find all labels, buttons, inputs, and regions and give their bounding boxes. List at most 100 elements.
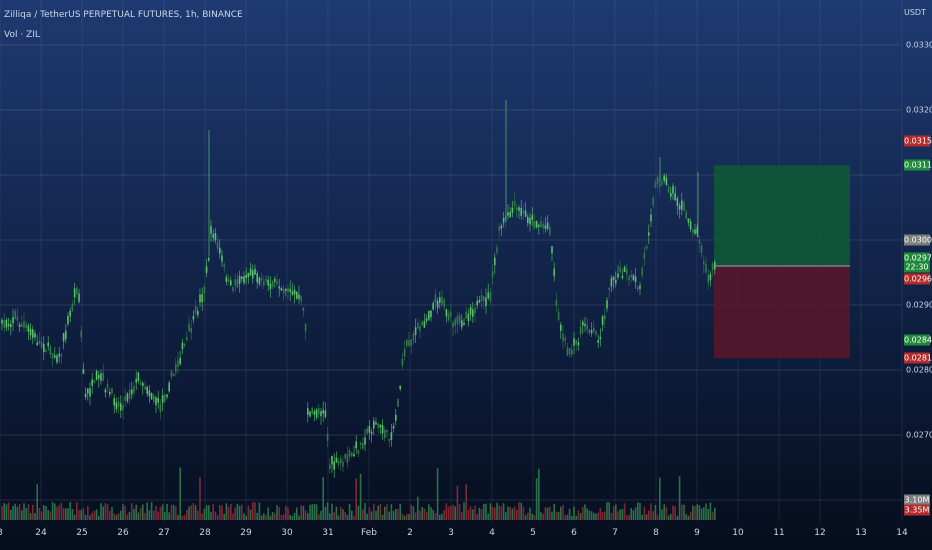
volume-bar — [439, 514, 441, 520]
candle-body — [696, 227, 698, 234]
volume-bar — [527, 512, 529, 520]
candle-body — [51, 352, 54, 359]
candle-body — [637, 286, 639, 290]
volume-bar — [623, 503, 626, 520]
candle-body — [568, 347, 571, 355]
candle-body — [106, 384, 109, 389]
volume-bar — [454, 506, 456, 520]
candle-body — [648, 232, 650, 236]
volume-bar — [322, 477, 324, 520]
candle-body — [692, 229, 694, 233]
volume-bar — [472, 509, 474, 520]
volume-bar — [392, 510, 395, 520]
candle-body — [632, 275, 635, 281]
candle-body — [95, 371, 98, 380]
entry-price-tag: 0.02967 — [904, 273, 932, 285]
candle-body — [161, 395, 164, 403]
volume-bar — [357, 505, 360, 520]
volume-bar — [406, 514, 408, 520]
volume-bar — [549, 506, 551, 520]
candle-body — [298, 294, 300, 299]
candle-body — [507, 212, 509, 216]
volume-bar — [27, 504, 30, 520]
volume-bar — [674, 506, 676, 520]
volume-bar — [111, 507, 113, 520]
candle-body — [474, 307, 476, 314]
volume-bar — [313, 504, 316, 520]
volume-bar — [84, 514, 87, 520]
volume-legend[interactable]: Vol · ZIL — [4, 30, 40, 40]
volume-bar — [414, 512, 417, 520]
volume-bar — [190, 505, 192, 520]
candle-body — [128, 390, 131, 399]
candle-body — [661, 181, 663, 185]
volume-bar — [36, 484, 38, 520]
volume-bar — [672, 505, 674, 520]
candle-body — [496, 247, 498, 253]
volume-bar — [161, 504, 164, 520]
candle-body — [615, 280, 617, 284]
candle-body — [419, 326, 421, 331]
candle-body — [445, 309, 448, 317]
volume-bar — [714, 507, 716, 520]
volume-bar — [564, 514, 566, 520]
time-tick: 5 — [530, 528, 536, 538]
candle-body — [586, 325, 588, 330]
candle-body — [309, 411, 311, 417]
candle-body — [62, 333, 65, 342]
candle-body — [348, 449, 351, 457]
candle-body — [670, 193, 672, 197]
volume-bar — [630, 507, 632, 520]
candle-body — [469, 306, 472, 315]
candle-body — [441, 296, 443, 305]
candle-body — [32, 329, 34, 338]
volume-bar — [60, 502, 63, 520]
volume-bar — [267, 507, 269, 520]
volume-bar — [335, 506, 338, 520]
candle-body — [599, 336, 602, 340]
time-tick: 12 — [814, 528, 826, 538]
symbol-legend[interactable]: Zilliqa / TetherUS PERPETUAL FUTURES, 1h… — [4, 10, 243, 20]
volume-bar — [489, 503, 492, 520]
candle-body — [414, 327, 417, 336]
candle-body — [21, 323, 23, 327]
volume-bar — [285, 506, 287, 520]
candle-body — [546, 222, 549, 230]
candle-body — [78, 293, 80, 303]
volume-bar — [465, 484, 467, 520]
time-tick: 30 — [281, 528, 293, 538]
candle-body — [214, 232, 217, 241]
volume-bar — [276, 505, 278, 520]
volume-bar — [480, 509, 483, 520]
candle-body — [683, 202, 685, 211]
candle-body — [115, 402, 118, 410]
candle-body — [379, 424, 382, 428]
volume-bar — [80, 510, 82, 520]
candle-body — [463, 322, 465, 325]
candle-body — [689, 221, 692, 230]
candle-body — [634, 276, 637, 283]
candle-body — [223, 264, 225, 268]
time-tick: 29 — [240, 528, 252, 538]
volume-bar — [69, 502, 71, 520]
time-tick: 3 — [448, 528, 454, 538]
volume-bar — [168, 512, 170, 520]
candle-body — [366, 428, 368, 434]
candle-body — [705, 264, 707, 273]
candle-body — [232, 287, 234, 292]
candle-body — [260, 277, 263, 281]
volume-bar — [474, 505, 476, 520]
volume-bar — [496, 502, 498, 520]
volume-bar — [703, 507, 705, 520]
volume-bar — [331, 503, 333, 520]
volume-bar — [329, 513, 331, 520]
volume-bar — [221, 505, 223, 520]
candle-body — [296, 291, 298, 299]
volume-bar — [450, 506, 452, 520]
candle-body — [685, 211, 687, 219]
candle-body — [43, 343, 45, 353]
candle-body — [639, 285, 641, 289]
volume-bar — [443, 509, 445, 520]
